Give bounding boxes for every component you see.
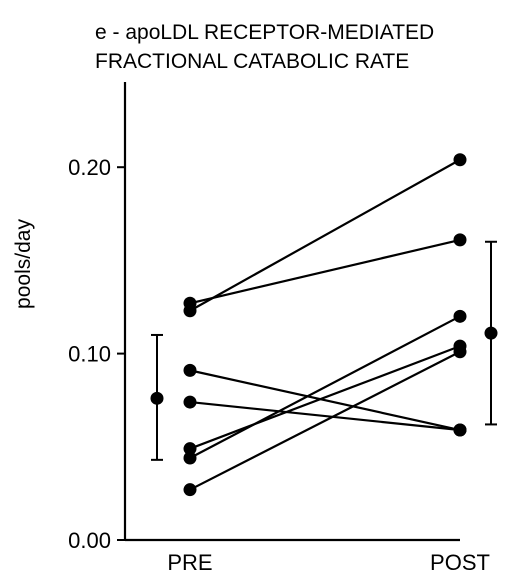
post-point xyxy=(453,309,467,323)
x-tick-label: POST xyxy=(430,550,490,575)
y-tick-label: 0.20 xyxy=(68,155,111,180)
mean-point xyxy=(150,391,164,405)
pre-point xyxy=(183,483,197,497)
paired-lines xyxy=(189,158,461,491)
chart-title-line-1: e - apoLDL RECEPTOR-MEDIATED xyxy=(95,21,434,44)
pre-point xyxy=(183,363,197,377)
summary-error-bars xyxy=(150,240,498,461)
pre-point xyxy=(183,442,197,456)
chart-title: e - apoLDL RECEPTOR-MEDIATED FRACTIONAL … xyxy=(95,21,434,73)
y-tick-label: 0.00 xyxy=(68,528,111,553)
subject-line xyxy=(189,158,461,312)
x-tick-labels: PRE POST xyxy=(167,550,490,575)
pre-point xyxy=(183,451,197,465)
pre-point xyxy=(183,395,197,409)
subject-line xyxy=(189,345,461,450)
subject-line xyxy=(189,400,461,432)
post-point xyxy=(453,153,467,167)
y-axis-label: pools/day xyxy=(12,219,35,309)
mean-point xyxy=(484,326,498,340)
subject-line xyxy=(189,369,461,432)
y-tick-label: 0.10 xyxy=(68,342,111,367)
x-tick-label: PRE xyxy=(167,550,212,575)
chart-title-line-2: FRACTIONAL CATABOLIC RATE xyxy=(95,50,409,73)
subject-line xyxy=(189,350,461,491)
subject-line xyxy=(189,315,461,459)
y-ticks: 0.00 0.10 0.20 xyxy=(68,155,125,553)
axes xyxy=(123,82,460,542)
post-point xyxy=(453,423,467,437)
post-point xyxy=(453,345,467,359)
data-points xyxy=(183,153,467,497)
subject-line xyxy=(189,238,461,305)
post-point xyxy=(453,233,467,247)
pre-point xyxy=(183,304,197,318)
